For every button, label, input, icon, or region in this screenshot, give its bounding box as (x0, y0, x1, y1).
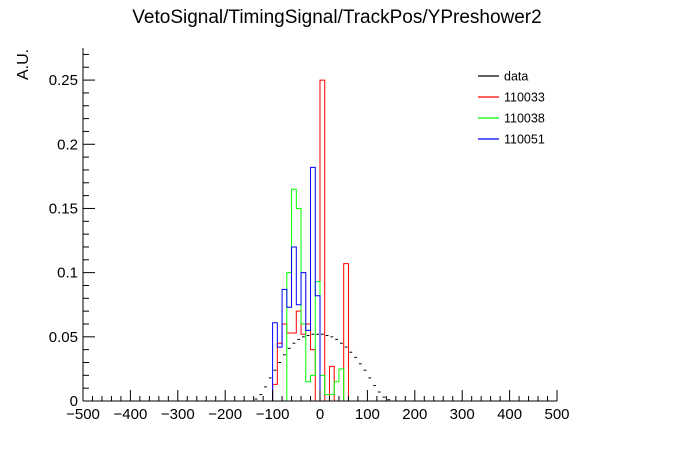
x-tick-label: 400 (497, 406, 522, 423)
x-tick-label: 0 (316, 406, 324, 423)
chart-title: VetoSignal/TimingSignal/TrackPos/YPresho… (132, 7, 541, 28)
legend-label-110051: 110051 (504, 133, 545, 147)
legend: data 110033 110038 110051 (478, 70, 545, 147)
x-tick-label: −300 (161, 406, 195, 423)
y-tick-label: 0.1 (57, 265, 78, 282)
x-tick-label: −400 (114, 406, 148, 423)
x-tick-label: 100 (355, 406, 380, 423)
y-tick-label: 0.15 (49, 200, 78, 217)
x-tick-label: 200 (402, 406, 427, 423)
series-data (254, 333, 391, 401)
legend-label-data: data (504, 70, 528, 84)
legend-label-110033: 110033 (504, 91, 545, 105)
x-tick-label: 500 (544, 406, 569, 423)
y-tick-label: 0.2 (57, 136, 78, 153)
y-tick-label: 0.05 (49, 329, 78, 346)
y-axis-title: A.U. (15, 49, 32, 80)
axes: −500 −400 −300 −200 −100 0 100 200 300 400 500 0 0.0… (49, 48, 570, 423)
x-tick-label: −100 (256, 406, 290, 423)
y-tick-label: 0.25 (49, 72, 78, 89)
x-tick-label: −500 (66, 406, 100, 423)
x-tick-label: −200 (208, 406, 242, 423)
legend-label-110038: 110038 (504, 112, 545, 126)
x-tick-label: 300 (450, 406, 475, 423)
y-tick-label: 0 (70, 393, 78, 410)
